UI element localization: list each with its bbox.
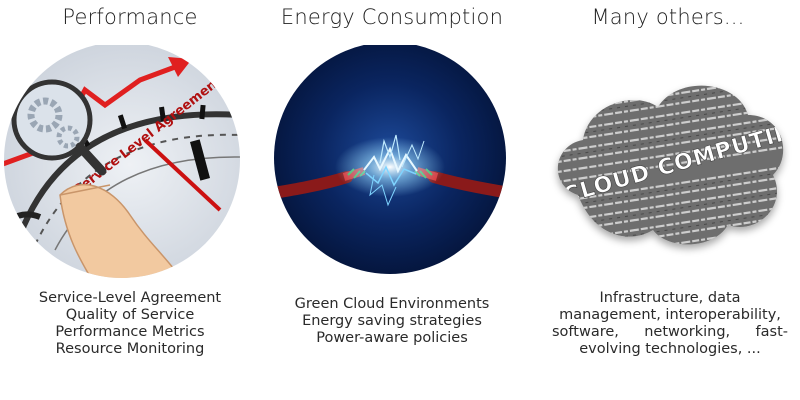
sla-illustration: Service Level Agreement bbox=[4, 45, 240, 278]
caption-line: software, networking, fast- bbox=[552, 324, 788, 340]
performance-caption: Service-Level Agreement Quality of Servi… bbox=[0, 290, 260, 358]
caption-line: Performance Metrics bbox=[55, 324, 205, 340]
caption-line: evolving technologies, ... bbox=[579, 341, 761, 357]
panel-title: Many others... bbox=[591, 5, 745, 29]
panel-others: Many others... bbox=[538, 0, 798, 400]
caption-line: Service-Level Agreement bbox=[38, 290, 222, 306]
caption-line: Resource Monitoring bbox=[55, 341, 205, 357]
others-caption: Infrastructure, data management, interop… bbox=[552, 290, 788, 358]
caption-line: Energy saving strategies bbox=[302, 313, 482, 329]
caption-line: management, interoperability, bbox=[559, 307, 781, 323]
caption-line: Infrastructure, data bbox=[599, 290, 741, 306]
panel-title: Energy Consumption bbox=[280, 5, 504, 29]
energy-caption: Green Cloud Environments Energy saving s… bbox=[262, 296, 522, 347]
caption-line: Power-aware policies bbox=[316, 330, 468, 346]
panel-title: Performance bbox=[62, 5, 198, 29]
lightning-cables-illustration bbox=[274, 45, 506, 274]
word-cloud-illustration: CLOUD COMPUTING bbox=[557, 85, 784, 245]
caption-line: Green Cloud Environments bbox=[294, 296, 490, 312]
panel-performance: Performance Servic bbox=[0, 0, 260, 400]
caption-line: Quality of Service bbox=[65, 307, 195, 323]
panel-energy: Energy Consumption bbox=[262, 0, 522, 400]
